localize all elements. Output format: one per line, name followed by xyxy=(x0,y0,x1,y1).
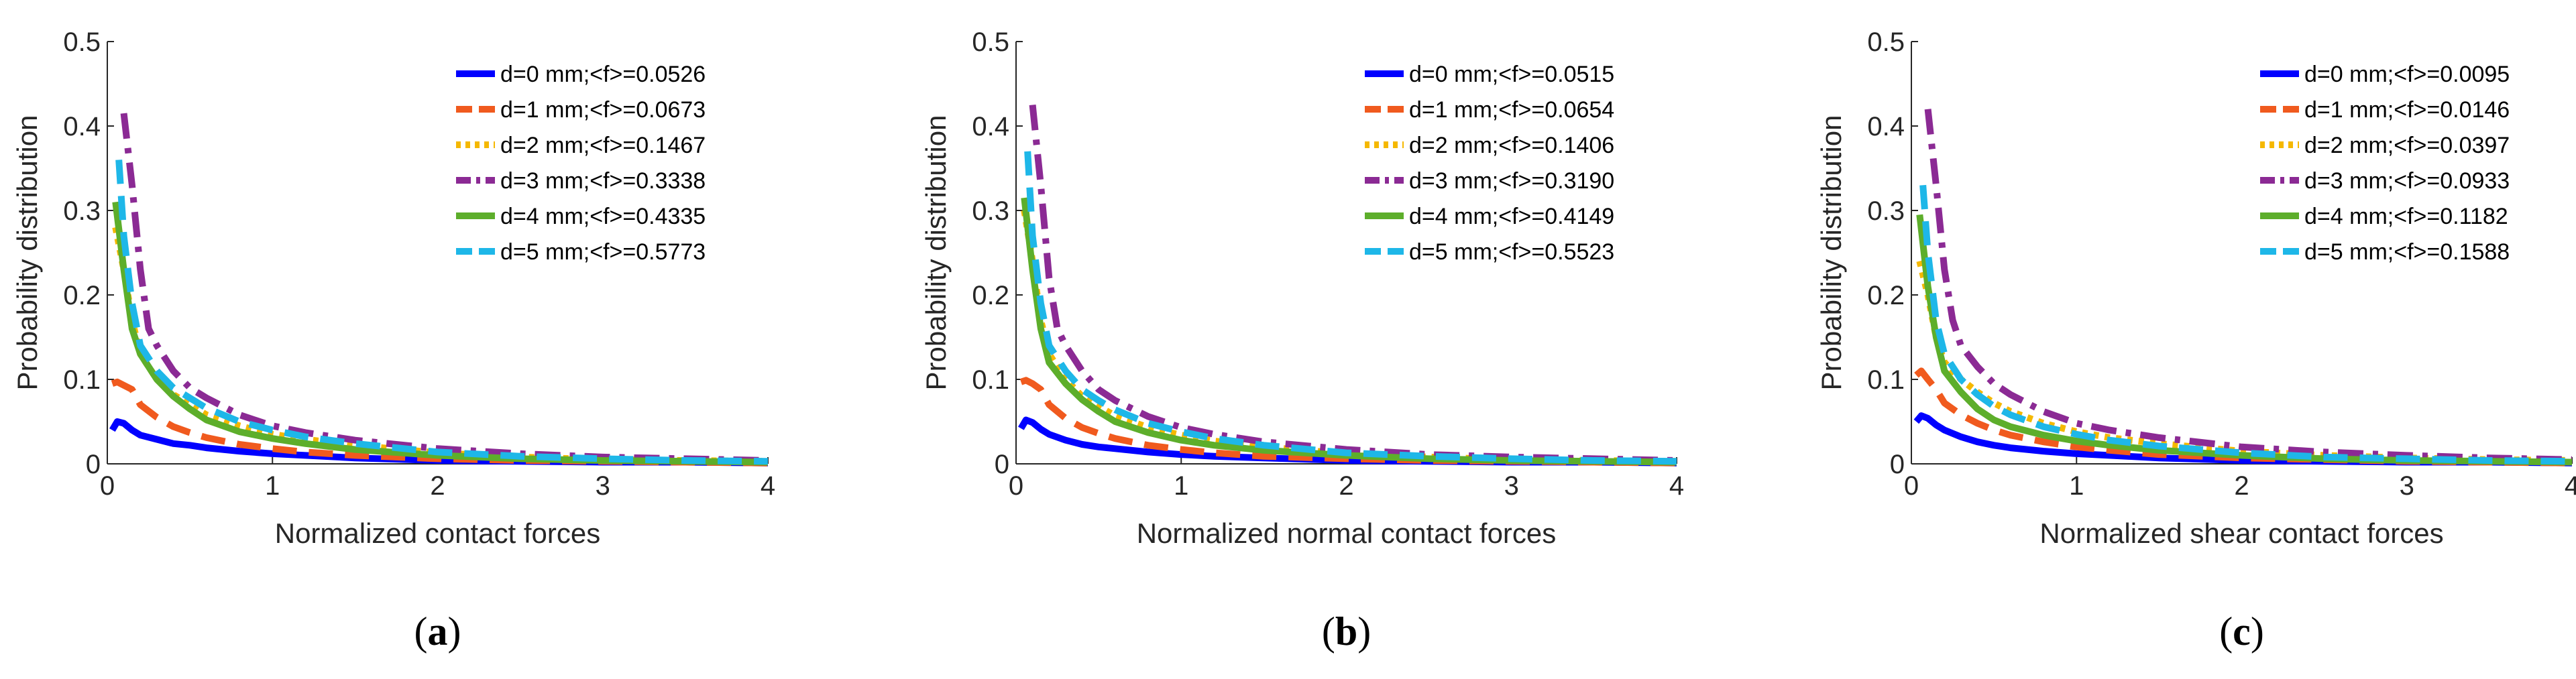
caption-paren-close: ) xyxy=(1357,609,1371,654)
caption-paren-open: ( xyxy=(414,609,428,654)
y-axis-label: Probability distribution xyxy=(11,115,43,391)
legend-entry: d=0 mm;<f>=0.0515 xyxy=(1409,62,1614,87)
legend-entry: d=3 mm;<f>=0.3338 xyxy=(500,168,706,194)
y-tick-label: 0.5 xyxy=(63,27,101,57)
legend-entry: d=5 mm;<f>=0.1588 xyxy=(2304,239,2510,265)
caption-letter: b xyxy=(1335,609,1357,654)
y-tick-label: 0.4 xyxy=(1867,112,1905,141)
x-tick-label: 3 xyxy=(2400,471,2414,501)
y-tick-label: 0.2 xyxy=(972,281,1009,310)
x-tick-label: 1 xyxy=(2069,471,2084,501)
y-tick-label: 0 xyxy=(995,450,1009,479)
series-line-3 xyxy=(1924,109,2573,463)
legend-entry: d=3 mm;<f>=0.0933 xyxy=(2304,168,2510,194)
legend-entry: d=2 mm;<f>=0.0397 xyxy=(2304,133,2510,158)
x-tick-label: 3 xyxy=(596,471,610,501)
caption-letter: a xyxy=(428,609,448,654)
y-tick-label: 0.5 xyxy=(1867,27,1905,57)
x-tick-label: 2 xyxy=(430,471,445,501)
legend-entry: d=5 mm;<f>=0.5523 xyxy=(1409,239,1614,265)
y-tick-label: 0.5 xyxy=(972,27,1009,57)
series-line-3 xyxy=(1029,104,1677,464)
series-line-4 xyxy=(1021,197,1677,466)
series-line-4 xyxy=(1916,214,2573,466)
caption-letter: c xyxy=(2233,609,2251,654)
caption-paren-open: ( xyxy=(1322,609,1335,654)
legend-entry: d=4 mm;<f>=0.4149 xyxy=(1409,204,1614,229)
legend-entry: d=4 mm;<f>=0.4335 xyxy=(500,204,706,229)
y-tick-label: 0.2 xyxy=(1867,281,1905,310)
x-axis-label: Normalized contact forces xyxy=(275,517,601,549)
legend-entry: d=1 mm;<f>=0.0146 xyxy=(2304,97,2510,123)
panel-caption: (b) xyxy=(1322,609,1371,654)
y-tick-label: 0 xyxy=(1890,450,1905,479)
panel-caption: (a) xyxy=(414,609,461,654)
chart-panel-a: Normalized contact forces Probability di… xyxy=(11,27,775,654)
legend-entry: d=2 mm;<f>=0.1406 xyxy=(1409,133,1614,158)
x-tick-label: 0 xyxy=(1904,471,1919,501)
x-tick-label: 4 xyxy=(761,471,775,501)
panel-caption: (c) xyxy=(2219,609,2264,654)
legend-entry: d=1 mm;<f>=0.0654 xyxy=(1409,97,1614,123)
series-line-5 xyxy=(115,160,769,465)
x-tick-label: 3 xyxy=(1504,471,1519,501)
caption-paren-open: ( xyxy=(2219,609,2233,654)
legend-entry: d=3 mm;<f>=0.3190 xyxy=(1409,168,1614,194)
y-tick-label: 0.4 xyxy=(972,112,1009,141)
legend-entry: d=0 mm;<f>=0.0526 xyxy=(500,62,706,87)
x-tick-label: 4 xyxy=(1669,471,1684,501)
chart-panel-c: Normalized shear contact forces Probabil… xyxy=(1815,27,2576,654)
x-tick-label: 4 xyxy=(2565,471,2576,501)
x-tick-label: 2 xyxy=(1339,471,1353,501)
y-tick-label: 0.3 xyxy=(63,196,101,226)
y-tick-label: 0.1 xyxy=(1867,365,1905,395)
y-axis-label: Probability distribution xyxy=(920,115,952,391)
y-tick-label: 0.3 xyxy=(1867,196,1905,226)
x-tick-label: 0 xyxy=(1009,471,1023,501)
y-tick-label: 0.2 xyxy=(63,281,101,310)
legend-entry: d=5 mm;<f>=0.5773 xyxy=(500,239,706,265)
series-line-5 xyxy=(1024,151,1677,465)
legend-entry: d=0 mm;<f>=0.0095 xyxy=(2304,62,2510,87)
y-tick-label: 0.1 xyxy=(63,365,101,395)
x-tick-label: 0 xyxy=(100,471,115,501)
legend-entry: d=4 mm;<f>=0.1182 xyxy=(2304,204,2508,229)
x-tick-label: 2 xyxy=(2234,471,2249,501)
y-tick-label: 0 xyxy=(86,450,101,479)
legend-entry: d=2 mm;<f>=0.1467 xyxy=(500,133,706,158)
series-line-3 xyxy=(120,113,769,464)
x-axis-label: Normalized normal contact forces xyxy=(1137,517,1557,549)
caption-paren-close: ) xyxy=(448,609,461,654)
y-tick-label: 0.1 xyxy=(972,365,1009,395)
caption-paren-close: ) xyxy=(2251,609,2264,654)
legend-entry: d=1 mm;<f>=0.0673 xyxy=(500,97,706,123)
chart-panel-b: Normalized normal contact forces Probabi… xyxy=(920,27,1684,654)
x-axis-label: Normalized shear contact forces xyxy=(2039,517,2443,549)
y-axis-label: Probability distribution xyxy=(1815,115,1847,391)
x-tick-label: 1 xyxy=(1174,471,1188,501)
y-tick-label: 0.4 xyxy=(63,112,101,141)
x-tick-label: 1 xyxy=(265,471,280,501)
series-line-5 xyxy=(1919,184,2573,465)
y-tick-label: 0.3 xyxy=(972,196,1009,226)
